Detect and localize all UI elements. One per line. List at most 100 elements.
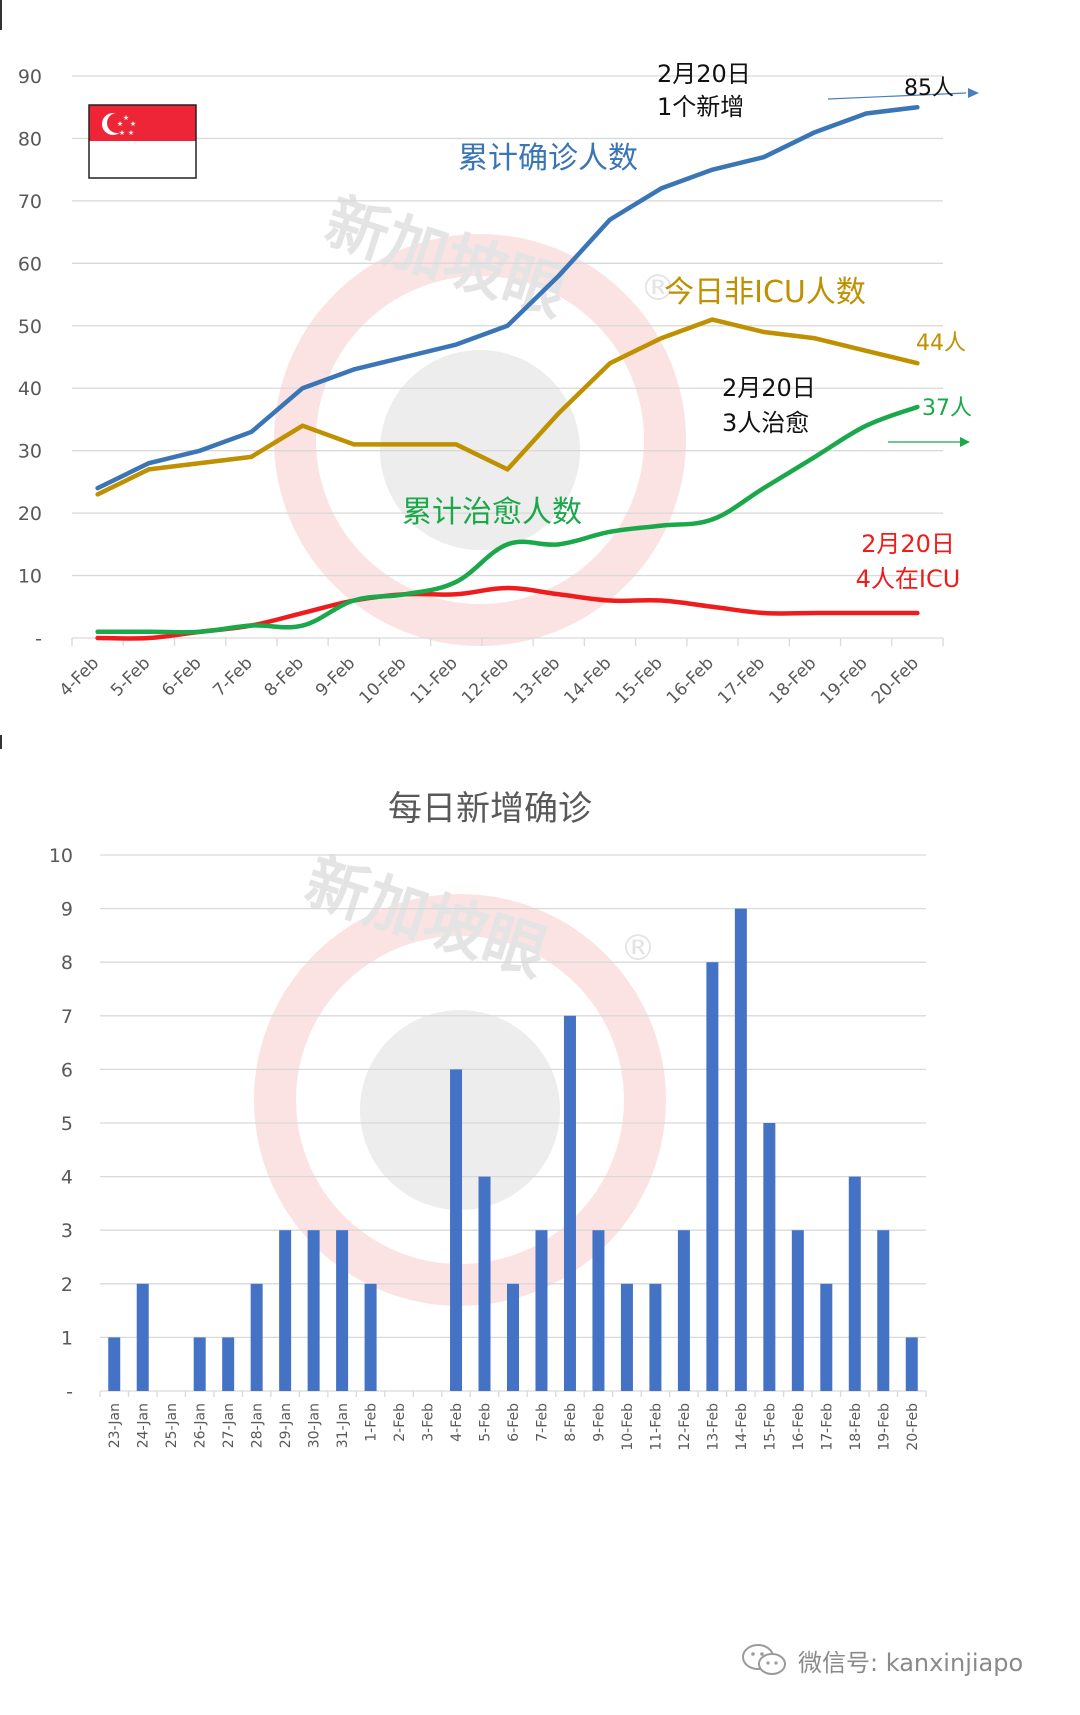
svg-text:★: ★ [117, 120, 123, 128]
svg-text:28-Jan: 28-Jan [250, 1403, 266, 1448]
svg-text:29-Jan: 29-Jan [278, 1403, 294, 1448]
svg-text:8-Feb: 8-Feb [261, 653, 308, 700]
svg-text:8: 8 [61, 952, 73, 974]
chart-title: 每日新增确诊 [388, 790, 592, 829]
svg-text:1-Feb: 1-Feb [364, 1403, 380, 1442]
edge-marker-middle [0, 735, 2, 749]
svg-text:累计确诊人数: 累计确诊人数 [458, 141, 638, 176]
svg-text:15-Feb: 15-Feb [762, 1403, 778, 1451]
svg-text:3人治愈: 3人治愈 [722, 409, 809, 437]
svg-text:17-Feb: 17-Feb [819, 1403, 835, 1451]
cumulative-line-chart: 新加坡眼 ® 90 80 70 60 50 40 30 20 10- 4-Feb 5-Feb 6-Fe… [0, 0, 1080, 760]
svg-text:8-Feb: 8-Feb [563, 1403, 579, 1442]
svg-text:★: ★ [130, 120, 136, 128]
y-axis-ticks: 10 9 8 7 6 5 4 3 2 1 - [49, 845, 73, 1403]
svg-text:18-Feb: 18-Feb [848, 1403, 864, 1451]
svg-text:37人: 37人 [922, 396, 972, 421]
svg-text:23-Jan: 23-Jan [107, 1403, 123, 1448]
svg-text:2月20日: 2月20日 [657, 60, 751, 88]
svg-text:★: ★ [119, 129, 125, 137]
svg-text:10: 10 [18, 566, 42, 588]
svg-text:2月20日: 2月20日 [861, 530, 955, 558]
x-axis-ticks: 4-Feb 5-Feb 6-Feb 7-Feb 8-Feb 9-Feb10-Feb11-F… [56, 638, 944, 708]
svg-text:40: 40 [18, 378, 42, 400]
svg-text:5-Feb: 5-Feb [107, 653, 154, 700]
svg-text:1个新增: 1个新增 [657, 93, 744, 121]
svg-text:70: 70 [18, 191, 42, 213]
svg-text:16-Feb: 16-Feb [663, 653, 718, 708]
svg-text:30-Jan: 30-Jan [307, 1403, 323, 1448]
svg-text:4人在ICU: 4人在ICU [856, 565, 961, 593]
svg-text:60: 60 [18, 253, 42, 275]
svg-text:4: 4 [61, 1167, 73, 1189]
svg-text:10-Feb: 10-Feb [355, 653, 410, 708]
svg-text:2-Feb: 2-Feb [392, 1403, 408, 1442]
svg-text:14-Feb: 14-Feb [734, 1403, 750, 1451]
svg-text:90: 90 [18, 66, 42, 88]
svg-text:13-Feb: 13-Feb [509, 653, 564, 708]
svg-text:★: ★ [123, 114, 129, 122]
svg-text:7: 7 [61, 1006, 73, 1028]
svg-text:10-Feb: 10-Feb [620, 1403, 636, 1451]
svg-text:85人: 85人 [904, 76, 954, 101]
watermark-logo: 新加坡眼 ® [254, 844, 666, 1306]
bar-chart-canvas: 新加坡眼 ® 每日新增确诊 10 9 8 7 6 5 4 3 2 1 - 23-Jan 24-Jan 25… [49, 790, 927, 1451]
svg-text:44人: 44人 [916, 331, 966, 356]
svg-text:5: 5 [61, 1113, 73, 1135]
svg-text:1: 1 [61, 1327, 73, 1349]
wechat-id-label: 微信号: kanxinjiapo [798, 1648, 1024, 1677]
svg-text:25-Jan: 25-Jan [164, 1403, 180, 1448]
svg-text:5-Feb: 5-Feb [478, 1403, 494, 1442]
singapore-flag-icon: ★★ ★★ ★ [88, 104, 197, 179]
svg-text:20-Feb: 20-Feb [868, 653, 923, 708]
svg-text:4-Feb: 4-Feb [449, 1403, 465, 1442]
bars [108, 908, 918, 1391]
svg-text:4-Feb: 4-Feb [56, 653, 103, 700]
svg-text:19-Feb: 19-Feb [876, 1403, 892, 1451]
svg-text:11-Feb: 11-Feb [648, 1403, 664, 1451]
svg-text:30: 30 [18, 441, 42, 463]
daily-new-cases-bar-chart: 新加坡眼 ® 每日新增确诊 10 9 8 7 6 5 4 3 2 1 - 23-Jan 24-Jan 25… [0, 790, 1080, 1650]
edge-marker-top [0, 0, 2, 30]
x-axis-ticks: 23-Jan 24-Jan 25-Jan 26-Jan 27-Jan 28-Jan 29-J… [99, 1391, 927, 1451]
svg-text:15-Feb: 15-Feb [612, 653, 667, 708]
svg-text:26-Jan: 26-Jan [193, 1403, 209, 1448]
svg-text:20-Feb: 20-Feb [905, 1403, 921, 1451]
svg-text:9: 9 [61, 899, 73, 921]
svg-text:50: 50 [18, 316, 42, 338]
wechat-icon [742, 1644, 786, 1675]
svg-text:®: ® [640, 268, 676, 309]
svg-text:-: - [35, 628, 42, 650]
svg-text:9-Feb: 9-Feb [591, 1403, 607, 1442]
svg-text:3-Feb: 3-Feb [421, 1403, 437, 1442]
svg-text:13-Feb: 13-Feb [705, 1403, 721, 1451]
svg-text:★: ★ [128, 129, 134, 137]
svg-text:6: 6 [61, 1059, 73, 1081]
svg-text:2: 2 [61, 1274, 73, 1296]
svg-text:27-Jan: 27-Jan [221, 1403, 237, 1448]
svg-text:12-Feb: 12-Feb [458, 653, 513, 708]
svg-text:2月20日: 2月20日 [722, 374, 816, 402]
wechat-footer: 微信号: kanxinjiapo [740, 1640, 1023, 1680]
svg-text:12-Feb: 12-Feb [677, 1403, 693, 1451]
data-lines [95, 104, 920, 641]
svg-text:6-Feb: 6-Feb [506, 1403, 522, 1442]
svg-text:31-Jan: 31-Jan [335, 1403, 351, 1448]
svg-text:9-Feb: 9-Feb [312, 653, 359, 700]
svg-text:11-Feb: 11-Feb [407, 653, 462, 708]
svg-text:17-Feb: 17-Feb [714, 653, 769, 708]
svg-text:今日非ICU人数: 今日非ICU人数 [664, 275, 866, 310]
y-gridlines [72, 75, 943, 639]
svg-text:7-Feb: 7-Feb [534, 1403, 550, 1442]
svg-text:-: - [66, 1381, 73, 1403]
svg-text:24-Jan: 24-Jan [136, 1403, 152, 1448]
svg-text:19-Feb: 19-Feb [817, 653, 872, 708]
y-axis-ticks: 90 80 70 60 50 40 30 20 10 - [18, 66, 42, 650]
svg-text:7-Feb: 7-Feb [209, 653, 256, 700]
svg-text:累计治愈人数: 累计治愈人数 [402, 495, 582, 530]
svg-text:6-Feb: 6-Feb [158, 653, 205, 700]
svg-text:16-Feb: 16-Feb [791, 1403, 807, 1451]
svg-text:18-Feb: 18-Feb [765, 653, 820, 708]
